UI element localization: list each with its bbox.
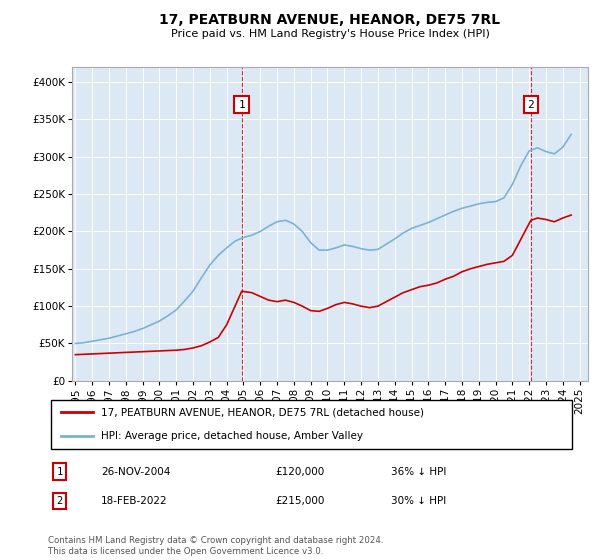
Text: 2: 2 [527,100,534,110]
Text: 1: 1 [238,100,245,110]
Text: 1: 1 [56,466,63,477]
Text: £120,000: £120,000 [275,466,324,477]
Text: HPI: Average price, detached house, Amber Valley: HPI: Average price, detached house, Ambe… [101,431,363,441]
Text: £215,000: £215,000 [275,496,325,506]
Text: 2: 2 [56,496,63,506]
Text: 17, PEATBURN AVENUE, HEANOR, DE75 7RL: 17, PEATBURN AVENUE, HEANOR, DE75 7RL [160,13,500,27]
Text: 36% ↓ HPI: 36% ↓ HPI [391,466,446,477]
Text: Contains HM Land Registry data © Crown copyright and database right 2024.
This d: Contains HM Land Registry data © Crown c… [48,536,383,556]
Text: 18-FEB-2022: 18-FEB-2022 [101,496,167,506]
Text: Price paid vs. HM Land Registry's House Price Index (HPI): Price paid vs. HM Land Registry's House … [170,29,490,39]
Text: 30% ↓ HPI: 30% ↓ HPI [391,496,446,506]
Text: 26-NOV-2004: 26-NOV-2004 [101,466,170,477]
FancyBboxPatch shape [50,400,572,449]
Text: 17, PEATBURN AVENUE, HEANOR, DE75 7RL (detached house): 17, PEATBURN AVENUE, HEANOR, DE75 7RL (d… [101,408,424,418]
